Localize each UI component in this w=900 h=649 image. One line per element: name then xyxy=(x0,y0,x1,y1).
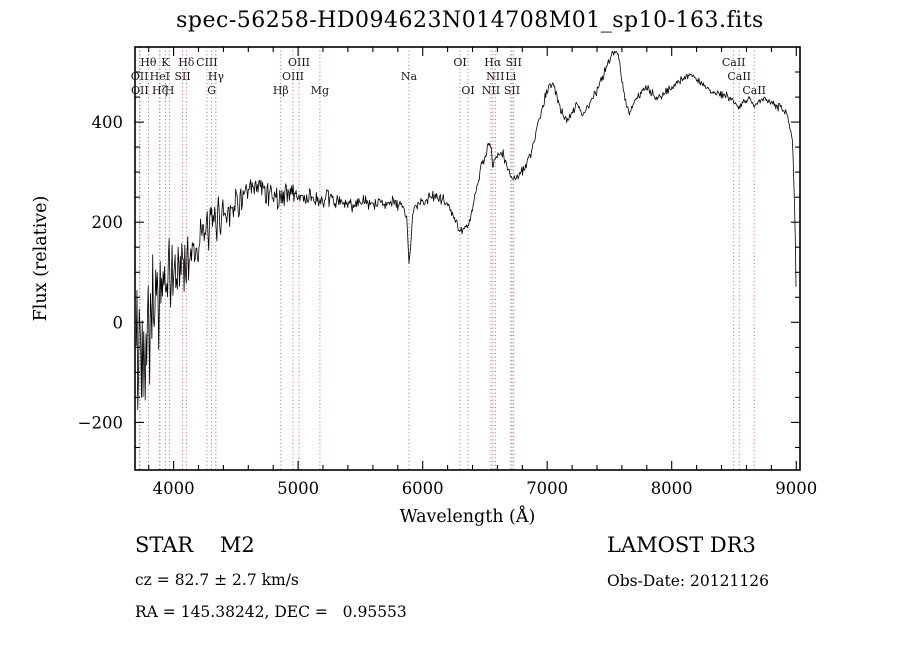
y-axis-label: Flux (relative) xyxy=(31,196,51,322)
spectral-marker-label: OIII xyxy=(282,70,304,83)
spectral-marker-label: Hθ xyxy=(140,56,157,69)
spectral-marker-label: OI xyxy=(461,84,474,97)
spectral-marker-label: Hγ xyxy=(208,70,225,83)
spectral-marker-label: OII xyxy=(131,84,149,97)
spectral-marker-label: OIII xyxy=(288,56,310,69)
x-tick-label: 5000 xyxy=(277,479,319,498)
spectral-marker-label: Hβ xyxy=(273,84,289,97)
spectral-marker-label: CaII xyxy=(742,84,766,97)
y-tick-label: 200 xyxy=(92,213,124,232)
spectral-marker-label: Na xyxy=(401,70,418,83)
object-class-label: STAR M2 xyxy=(135,533,255,557)
x-axis-label: Wavelength (Å) xyxy=(400,506,536,527)
ra-dec-value: RA = 145.38242, DEC = 0.95553 xyxy=(135,603,407,621)
cz-value: cz = 82.7 ± 2.7 km/s xyxy=(135,571,299,589)
x-tick-label: 6000 xyxy=(402,479,444,498)
spectral-marker-label: SII xyxy=(506,56,522,69)
spectral-marker-label: OI xyxy=(453,56,466,69)
spectral-marker-label: CaII xyxy=(722,56,746,69)
spectral-marker-label: NII xyxy=(482,84,500,97)
plot-title: spec-56258-HD094623N014708M01_sp10-163.f… xyxy=(176,8,764,33)
survey-label: LAMOST DR3 xyxy=(607,533,756,557)
spectral-marker-label: Mg xyxy=(311,84,329,97)
spectral-marker-label: Hα xyxy=(484,56,502,69)
spectral-marker-label: CaII xyxy=(727,70,751,83)
spectral-marker-label: G xyxy=(207,84,216,97)
y-tick-label: 400 xyxy=(92,113,124,132)
x-tick-label: 9000 xyxy=(775,479,817,498)
spectral-marker-label: K xyxy=(161,56,170,69)
x-tick-label: 7000 xyxy=(526,479,568,498)
spectrum-path xyxy=(135,50,797,410)
obs-date-value: Obs-Date: 20121126 xyxy=(607,572,769,590)
spectral-marker-label: Hζ xyxy=(152,84,168,97)
spectral-marker-label: NII xyxy=(486,70,504,83)
y-tick-label: −200 xyxy=(78,413,123,432)
x-tick-label: 8000 xyxy=(651,479,693,498)
spectral-marker-label: Li xyxy=(505,70,516,83)
x-tick-label: 4000 xyxy=(153,479,195,498)
spectral-marker-label: HeI xyxy=(150,70,170,83)
y-tick-label: 0 xyxy=(113,313,124,332)
spectral-marker-label: SII xyxy=(174,70,190,83)
plot-frame xyxy=(134,46,801,471)
spectral-marker-label: CIII xyxy=(196,56,217,69)
spectral-marker-label: OII xyxy=(131,70,149,83)
spectral-marker-label: H xyxy=(165,84,175,97)
spectral-marker-label: SII xyxy=(504,84,520,97)
spectral-marker-label: Hδ xyxy=(178,56,195,69)
